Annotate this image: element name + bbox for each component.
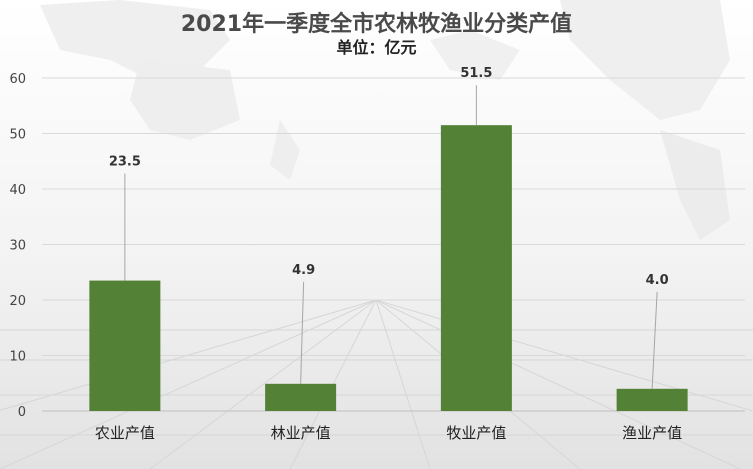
- bar: [616, 388, 688, 411]
- chart-subtitle: 单位：亿元: [336, 38, 417, 57]
- y-tick-label: 20: [9, 294, 26, 309]
- data-label: 23.5: [109, 155, 141, 170]
- bar: [265, 383, 337, 411]
- bar: [89, 280, 161, 411]
- data-label: 4.9: [292, 263, 315, 278]
- y-tick-label: 10: [9, 350, 26, 365]
- data-label: 4.0: [646, 273, 669, 288]
- y-tick-label: 60: [9, 72, 26, 87]
- y-tick-label: 50: [9, 128, 26, 143]
- data-label-leader: [651, 291, 658, 389]
- x-tick-label: 牧业产值: [446, 424, 506, 442]
- x-tick-label: 渔业产值: [622, 424, 682, 442]
- data-label: 51.5: [460, 66, 492, 81]
- data-label-leader: [300, 281, 305, 384]
- x-tick-label: 农业产值: [95, 424, 155, 442]
- chart-title: 2021年一季度全市农林牧渔业分类产值: [180, 12, 573, 37]
- y-tick-label: 0: [18, 405, 26, 420]
- y-tick-label: 40: [9, 183, 26, 198]
- bar: [440, 125, 512, 412]
- x-tick-label: 林业产值: [271, 424, 331, 442]
- y-tick-label: 30: [9, 239, 26, 254]
